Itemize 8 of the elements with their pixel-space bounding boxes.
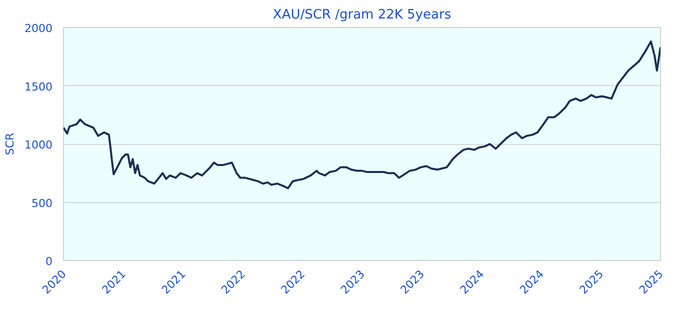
y-tick-label: 0 [46,255,52,268]
y-tick-label: 2000 [24,22,53,35]
y-tick-label: 1000 [24,138,53,152]
y-tick-label: 1500 [24,80,53,94]
chart-title: XAU/SCR /gram 22K 5years [272,8,452,22]
y-tick-label: 500 [32,196,53,210]
line-series [64,40,660,190]
y-axis-title: SCR [4,132,17,156]
